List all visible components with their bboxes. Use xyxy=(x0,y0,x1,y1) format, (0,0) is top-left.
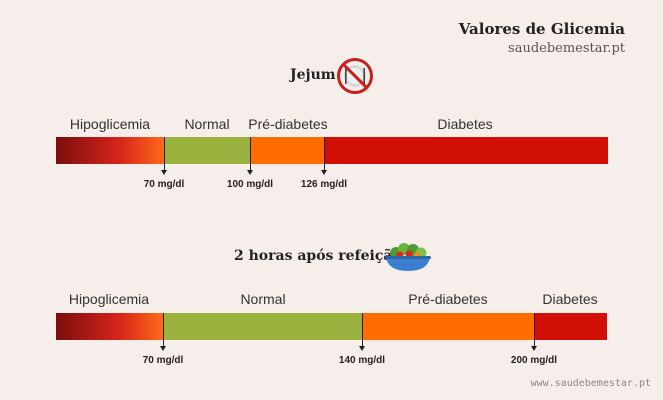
postprandial-tick-140 xyxy=(359,313,365,351)
fasting-segment-prediabetes xyxy=(250,137,324,164)
postprandial-range-bar xyxy=(56,313,607,340)
postprandial-segment-normal xyxy=(163,313,362,340)
postprandial-label-hypoglycemia: Hipoglicemia xyxy=(68,291,150,307)
fasting-threshold-126: 126 mg/dl xyxy=(300,179,348,190)
site-name: saudebemestar.pt xyxy=(508,41,625,56)
fasting-threshold-70: 70 mg/dl xyxy=(143,179,185,190)
fasting-label-diabetes: Diabetes xyxy=(437,116,493,132)
fasting-label-normal: Normal xyxy=(184,116,230,132)
no-eating-icon xyxy=(336,57,374,95)
fasting-label-prediabetes: Pré-diabetes xyxy=(248,116,328,132)
fasting-segment-diabetes xyxy=(324,137,608,164)
postprandial-segment-prediabetes xyxy=(362,313,534,340)
postprandial-threshold-140: 140 mg/dl xyxy=(338,355,386,366)
postprandial-tick-70 xyxy=(160,313,166,351)
fasting-tick-70 xyxy=(161,137,167,175)
page-title: Valores de Glicemia xyxy=(458,20,625,38)
fasting-title: Jejum xyxy=(290,67,336,83)
fasting-range-bar xyxy=(56,137,608,164)
fasting-tick-126 xyxy=(321,137,327,175)
footer-url: www.saudebemestar.pt xyxy=(530,378,651,389)
postprandial-label-normal: Normal xyxy=(240,291,286,307)
salad-bowl-icon xyxy=(382,240,434,272)
postprandial-label-prediabetes: Pré-diabetes xyxy=(408,291,488,307)
fasting-segment-hypoglycemia xyxy=(56,137,164,164)
postprandial-tick-200 xyxy=(531,313,537,351)
postprandial-title: 2 horas após refeição xyxy=(234,248,402,264)
fasting-threshold-100: 100 mg/dl xyxy=(226,179,274,190)
fasting-label-hypoglycemia: Hipoglicemia xyxy=(69,116,151,132)
postprandial-label-diabetes: Diabetes xyxy=(542,291,598,307)
fasting-tick-100 xyxy=(247,137,253,175)
postprandial-segment-diabetes xyxy=(534,313,607,340)
postprandial-threshold-200: 200 mg/dl xyxy=(510,355,558,366)
fasting-segment-normal xyxy=(164,137,250,164)
postprandial-segment-hypoglycemia xyxy=(56,313,163,340)
postprandial-threshold-70: 70 mg/dl xyxy=(142,355,184,366)
